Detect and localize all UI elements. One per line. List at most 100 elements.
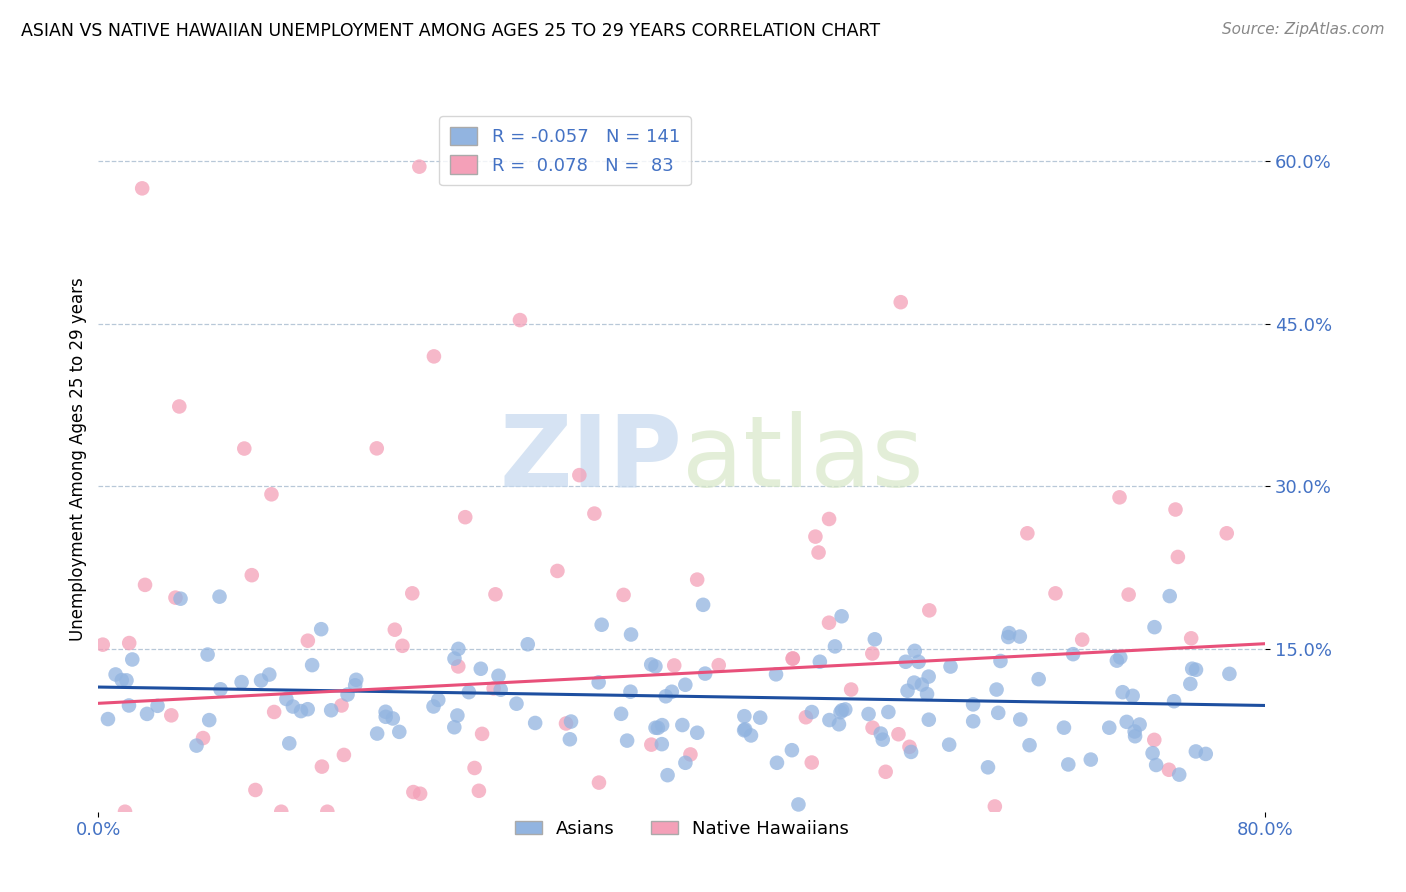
Point (800, 756, 823, 770)
Point (1057, 757, 1080, 772)
Point (828, 717, 851, 731)
Point (740, 728, 762, 742)
Point (111, 673, 134, 687)
Point (278, 736, 301, 750)
Point (505, 697, 527, 711)
Point (918, 603, 941, 617)
Point (558, 732, 581, 747)
Point (734, 723, 756, 737)
Point (297, 633, 319, 648)
Point (447, 659, 470, 673)
Point (1115, 714, 1137, 729)
Point (408, 160, 430, 174)
Point (231, 675, 253, 690)
Point (488, 669, 510, 683)
Point (1122, 689, 1144, 703)
Point (860, 647, 883, 661)
Point (333, 747, 356, 762)
Point (620, 627, 643, 641)
Point (560, 714, 582, 729)
Point (366, 726, 388, 740)
Point (863, 632, 886, 647)
Y-axis label: Unemployment Among Ages 25 to 29 years: Unemployment Among Ages 25 to 29 years (69, 277, 87, 641)
Point (830, 705, 852, 719)
Point (1111, 685, 1133, 699)
Legend: Asians, Native Hawaiians: Asians, Native Hawaiians (508, 813, 856, 845)
Point (391, 639, 413, 653)
Point (131, 181, 153, 195)
Point (858, 706, 880, 721)
Point (1053, 721, 1076, 735)
Point (904, 644, 927, 658)
Point (915, 687, 938, 701)
Point (588, 675, 610, 690)
Point (986, 682, 1008, 697)
Point (872, 732, 894, 747)
Point (911, 677, 934, 691)
Point (766, 756, 789, 770)
Point (336, 688, 359, 702)
Point (651, 718, 673, 732)
Point (1010, 713, 1032, 727)
Point (640, 738, 662, 752)
Point (1017, 526, 1039, 541)
Point (1180, 677, 1202, 691)
Point (233, 442, 256, 456)
Point (344, 678, 367, 692)
Point (664, 658, 686, 673)
Point (270, 805, 292, 819)
Point (807, 545, 830, 559)
Point (443, 651, 465, 665)
Point (118, 698, 141, 713)
Point (240, 568, 263, 582)
Point (250, 673, 273, 688)
Point (384, 623, 406, 637)
Point (673, 678, 696, 692)
Point (1195, 747, 1218, 761)
Point (1018, 738, 1040, 752)
Point (918, 670, 941, 684)
Point (619, 684, 641, 698)
Point (782, 651, 804, 665)
Point (818, 512, 841, 526)
Point (446, 708, 468, 723)
Point (136, 706, 159, 721)
Point (259, 667, 281, 681)
Point (366, 442, 388, 456)
Point (471, 727, 494, 741)
Point (918, 713, 941, 727)
Point (401, 586, 423, 600)
Text: Source: ZipAtlas.com: Source: ZipAtlas.com (1222, 22, 1385, 37)
Point (900, 745, 922, 759)
Point (1143, 620, 1166, 634)
Point (454, 510, 477, 524)
Point (733, 723, 755, 738)
Point (782, 651, 804, 665)
Point (489, 682, 512, 697)
Point (834, 702, 856, 716)
Point (647, 721, 669, 735)
Point (673, 756, 696, 770)
Point (616, 733, 638, 747)
Point (457, 685, 479, 699)
Point (962, 714, 984, 729)
Point (749, 711, 772, 725)
Point (640, 657, 662, 672)
Point (316, 805, 339, 819)
Point (998, 626, 1021, 640)
Point (707, 658, 730, 673)
Point (1185, 663, 1208, 677)
Point (1080, 753, 1102, 767)
Point (1071, 632, 1094, 647)
Point (330, 698, 353, 713)
Point (402, 785, 425, 799)
Point (427, 693, 450, 707)
Point (1008, 630, 1031, 644)
Point (186, 739, 208, 753)
Point (1045, 586, 1067, 600)
Point (344, 673, 367, 687)
Point (612, 588, 634, 602)
Point (443, 720, 465, 734)
Point (990, 654, 1012, 668)
Point (276, 692, 298, 706)
